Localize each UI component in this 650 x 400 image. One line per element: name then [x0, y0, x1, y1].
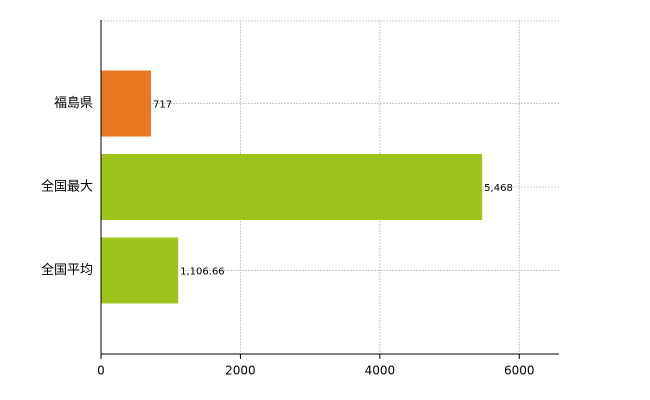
bar — [101, 154, 483, 220]
y-tick-label: 福島県 — [54, 96, 93, 111]
x-tick-label: 6000 — [504, 364, 535, 378]
y-tick-label: 全国平均 — [41, 262, 93, 278]
value-label: 5,468 — [484, 183, 513, 194]
y-tick-label: 全国最大 — [41, 179, 93, 195]
bar — [101, 237, 179, 304]
x-tick-label: 4000 — [365, 364, 396, 378]
value-label: 717 — [153, 100, 172, 111]
value-label: 1,106.66 — [180, 267, 225, 278]
bar — [101, 70, 151, 137]
x-tick-label: 0 — [97, 364, 105, 378]
x-tick-label: 2000 — [225, 364, 256, 378]
